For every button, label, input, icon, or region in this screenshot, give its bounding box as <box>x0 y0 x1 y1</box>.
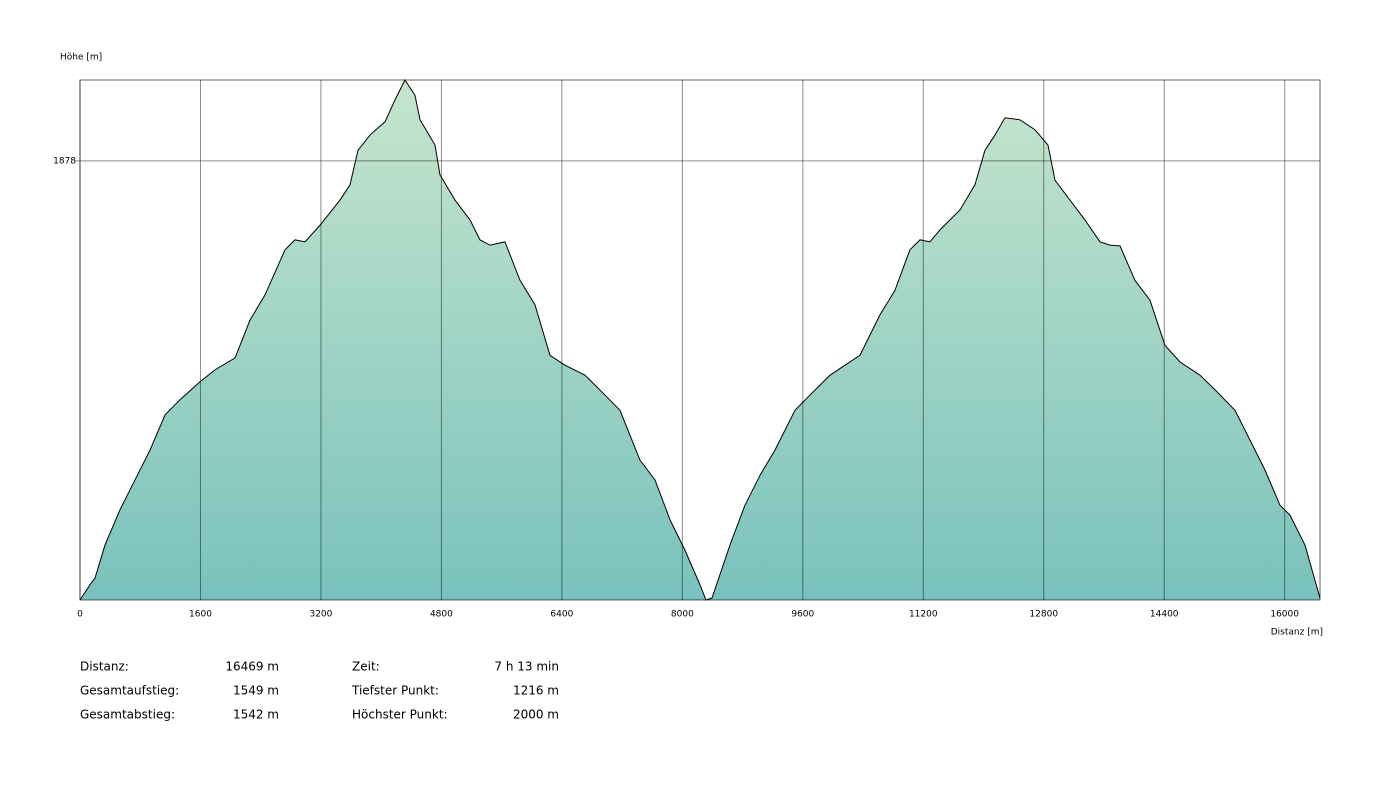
stat-label: Gesamtabstieg: <box>80 708 175 722</box>
x-tick-label: 1600 <box>189 610 212 620</box>
area-fill <box>80 80 1320 600</box>
profile-line <box>79 78 1321 601</box>
x-tick-label: 14400 <box>1150 610 1179 620</box>
y-axis-label: Höhe [m] <box>60 53 102 63</box>
stat-label: Gesamtaufstieg: <box>80 684 179 698</box>
stat-value: 1216 m <box>513 684 559 698</box>
stat-label: Zeit: <box>352 660 380 674</box>
stat-value: 7 h 13 min <box>494 660 559 674</box>
stat-label: Tiefster Punkt: <box>351 684 439 698</box>
stat-value: 16469 m <box>225 660 279 674</box>
stat-label: Höchster Punkt: <box>352 708 448 722</box>
x-tick-label: 0 <box>77 610 83 620</box>
stat-value: 2000 m <box>513 708 559 722</box>
x-tick-label: 6400 <box>550 610 573 620</box>
stat-value: 1542 m <box>233 708 279 722</box>
stat-label: Distanz: <box>80 660 129 674</box>
stat-value: 1549 m <box>233 684 279 698</box>
plot-frame <box>79 79 1321 601</box>
x-tick-label: 16000 <box>1270 610 1299 620</box>
x-tick-label: 4800 <box>430 610 453 620</box>
y-tick-label: 1878 <box>53 156 76 166</box>
x-tick-label: 11200 <box>909 610 938 620</box>
x-tick-label: 12800 <box>1029 610 1058 620</box>
x-axis-label: Distanz [m] <box>1271 628 1323 638</box>
x-tick-label: 8000 <box>671 610 694 620</box>
x-tick-label: 9600 <box>791 610 814 620</box>
x-tick-label: 3200 <box>309 610 332 620</box>
